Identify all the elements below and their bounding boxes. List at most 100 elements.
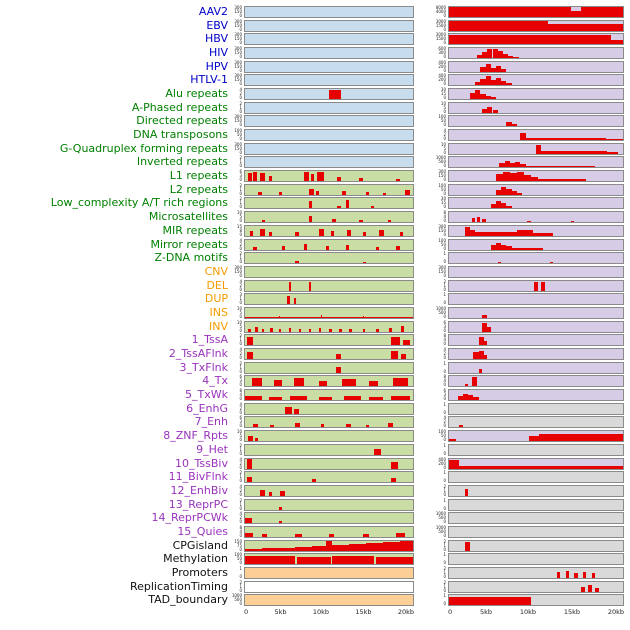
data-bar (487, 326, 491, 332)
y-axis-tick: 0 (443, 327, 446, 333)
data-bar (588, 585, 592, 592)
data-bar (482, 109, 488, 113)
track-label: 5_TxWk (185, 388, 228, 402)
track-label: Promoters (171, 566, 228, 580)
data-bar (565, 570, 570, 579)
data-bar (449, 34, 611, 45)
y-axis-tick: 10 (440, 100, 446, 106)
data-bar (258, 191, 262, 195)
data-bar (359, 220, 363, 223)
y-axis-tick: 0 (239, 587, 242, 593)
y-axis-tick: 2 (239, 90, 242, 96)
y-axis-tick: 1000 (435, 524, 446, 530)
data-bar (255, 327, 258, 332)
data-bar (478, 350, 484, 360)
y-axis-tick: 10 (236, 429, 242, 435)
y-axis-tick: 6 (443, 388, 446, 394)
data-bar (293, 298, 297, 305)
y-axis-tick: 50 (440, 186, 446, 192)
y-axis-tick: 0 (239, 396, 242, 402)
y-axis-tick: 0 (443, 94, 446, 100)
y-axis-tick: 0 (443, 382, 446, 388)
y-axis-tick: 10 (236, 210, 242, 216)
y-axis-tick: 400 (438, 456, 446, 462)
y-axis-tick: 2 (239, 460, 242, 466)
data-bar (497, 262, 502, 264)
y-axis-left: 10 5 0 (230, 306, 244, 319)
track-panel-right (448, 60, 624, 73)
y-axis-tick: 1000 (231, 593, 242, 599)
data-bar (251, 378, 262, 387)
data-bar (320, 424, 324, 428)
y-axis-tick: 150 (234, 77, 242, 83)
y-axis-tick: 4 (443, 337, 446, 343)
y-axis-tick: 1 (239, 337, 242, 343)
data-bar (369, 381, 378, 387)
data-bar (501, 81, 507, 86)
track-panel-left (244, 115, 414, 128)
data-bar (335, 354, 341, 360)
y-axis-left: 300 150 0 (230, 141, 244, 155)
data-bar (278, 547, 296, 551)
data-bar (260, 172, 266, 182)
data-bar (492, 109, 498, 113)
data-bar (469, 93, 476, 99)
data-bar (469, 229, 476, 236)
data-bar (248, 328, 251, 332)
track-label: Z-DNA motifs (154, 251, 228, 265)
y-axis-tick: 150 (234, 538, 242, 544)
track-panel-left (244, 361, 414, 374)
data-bar (487, 49, 493, 58)
data-bar (246, 352, 254, 360)
track-label: 15_Quies (177, 524, 228, 538)
y-axis-right: 400 200 0 (434, 456, 448, 470)
track-panel-left (244, 457, 414, 470)
y-axis-tick: 3 (239, 378, 242, 384)
y-axis-tick: 300 (234, 264, 242, 270)
data-bar (541, 151, 608, 154)
y-axis-tick: 300 (438, 169, 446, 175)
track-panel-right (448, 224, 624, 237)
y-axis-tick: 2 (239, 155, 242, 161)
y-axis-tick: 1000 (435, 305, 446, 311)
track-label: Alu repeats (165, 86, 228, 100)
track-label: Directed repeats (136, 114, 228, 128)
y-axis-tick: 2 (239, 196, 242, 202)
track-panel-left (244, 101, 414, 114)
track-panel-left (244, 471, 414, 484)
y-axis-tick: 0 (443, 190, 446, 196)
y-axis-tick: 150 (438, 268, 446, 274)
y-axis-tick: 0 (239, 286, 242, 292)
track-panel-right (448, 142, 624, 155)
track-label: L1 repeats (169, 169, 228, 183)
y-axis-tick: 2 (443, 351, 446, 357)
data-bar (329, 90, 341, 99)
data-bar (502, 171, 510, 182)
y-axis-tick: 0 (443, 163, 446, 169)
track-label: EBV (206, 18, 228, 32)
y-axis-tick: 150 (234, 145, 242, 151)
y-axis-tick: 1 (443, 292, 446, 298)
data-bar (312, 546, 326, 551)
data-bar (325, 541, 333, 551)
track-label: CPGisland (172, 538, 228, 552)
y-axis-tick: 2 (239, 470, 242, 476)
track-panel-left (244, 512, 414, 525)
track-panel-right (448, 457, 624, 470)
y-axis-tick: 2 (239, 497, 242, 503)
y-axis-tick: 0 (443, 81, 446, 87)
y-axis-tick: 300 (234, 141, 242, 147)
track-panel-left (244, 320, 414, 333)
y-axis-tick: 0 (443, 574, 446, 580)
